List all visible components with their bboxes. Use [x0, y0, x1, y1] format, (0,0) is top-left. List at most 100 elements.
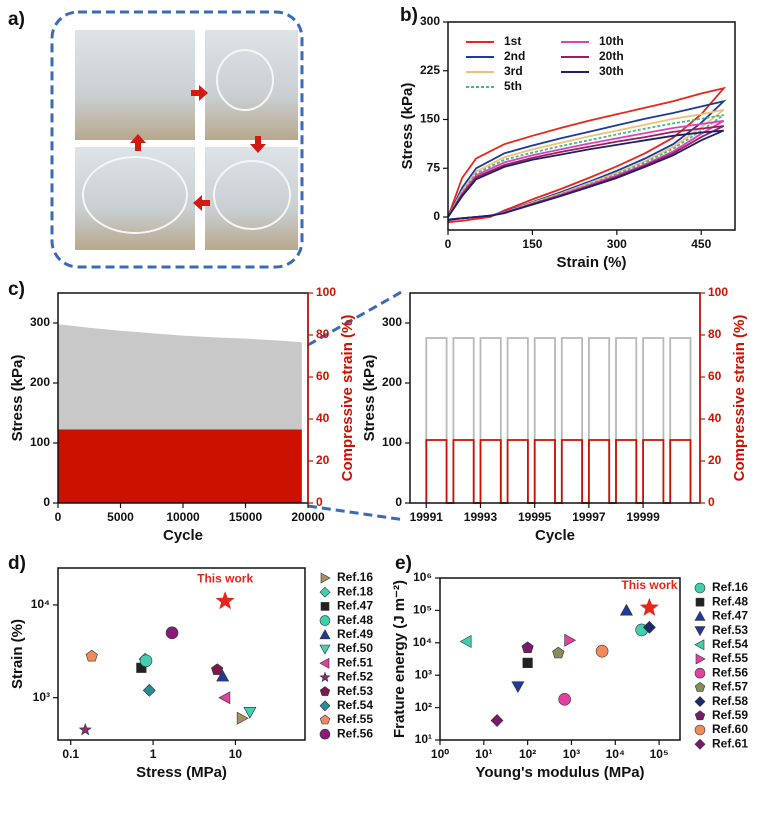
y2-tick-label: 100	[316, 285, 336, 299]
x-tick-label: 10³	[563, 747, 580, 761]
dashed-frame	[50, 10, 304, 269]
y-tick-label: 150	[420, 112, 440, 126]
legend-label: Ref.56	[712, 665, 748, 679]
x-tick-label: 1	[150, 747, 157, 761]
series-line	[447, 129, 725, 221]
legend-label: Ref.48	[712, 594, 748, 608]
y2-axis-title: Compressive strain (%)	[731, 315, 748, 482]
legend-marker	[319, 586, 331, 598]
point	[216, 669, 230, 682]
legend-label: 2nd	[504, 49, 525, 63]
y-tick-label: 225	[420, 63, 440, 77]
legend-marker	[320, 602, 330, 611]
legend-marker	[694, 667, 706, 679]
highlight-label: This work	[197, 571, 253, 585]
x-tick-label: 10000	[166, 510, 200, 524]
legend-label: Ref.61	[712, 736, 748, 750]
arrow	[191, 85, 208, 101]
point	[521, 641, 534, 653]
legend-label: Ref.59	[712, 708, 748, 722]
legend-marker	[695, 653, 706, 665]
x-tick-label: 450	[691, 237, 711, 251]
legend-label: 5th	[504, 79, 522, 93]
x-tick-label: 20000	[291, 510, 325, 524]
y2-tick-label: 40	[316, 411, 330, 425]
plot-frame	[447, 21, 736, 231]
legend-label: 30th	[599, 64, 624, 78]
y-tick-label: 10¹	[415, 732, 432, 746]
legend-label: Ref.58	[712, 694, 748, 708]
legend-label: Ref.55	[337, 712, 373, 726]
y-tick-label: 10⁴	[413, 635, 432, 649]
photo	[75, 30, 195, 140]
legend-label: Ref.47	[712, 609, 748, 623]
legend-label: Ref.18	[337, 584, 373, 598]
legend-marker	[694, 626, 706, 637]
legend-label: 1st	[504, 34, 521, 48]
y-tick-label: 10²	[415, 700, 432, 714]
y-tick-label: 0	[433, 209, 440, 223]
point	[236, 711, 249, 725]
photo	[205, 147, 298, 250]
point	[243, 706, 257, 719]
legend-marker	[319, 728, 331, 740]
point	[142, 683, 156, 697]
legend-marker	[319, 686, 331, 696]
y-tick-label: 10⁵	[413, 603, 432, 617]
y-tick-label: 300	[420, 14, 440, 28]
y-tick-label: 75	[427, 160, 441, 174]
balloon	[82, 156, 188, 234]
arrow	[250, 136, 266, 153]
y2-tick-label: 80	[708, 327, 722, 341]
legend-marker	[694, 724, 706, 736]
legend-marker	[694, 710, 706, 721]
point	[459, 634, 472, 648]
legend-label: Ref.52	[337, 670, 373, 684]
legend-label: Ref.53	[337, 684, 373, 698]
x-tick-label: 0	[55, 510, 62, 524]
x-tick-label: 19997	[572, 510, 606, 524]
series-line	[447, 99, 727, 222]
zoom-line	[307, 288, 406, 522]
photo	[75, 147, 195, 250]
legend-label: Ref.57	[712, 680, 748, 694]
legend-marker	[694, 582, 706, 594]
panel-label: e)	[395, 553, 412, 574]
point	[564, 633, 577, 647]
y2-axis-title: Compressive strain (%)	[339, 315, 356, 482]
y2-tick-label: 100	[708, 285, 728, 299]
point	[558, 693, 571, 706]
x-tick-label: 300	[607, 237, 627, 251]
zoom-connector	[307, 288, 406, 522]
legend-marker	[694, 682, 706, 692]
legend-marker	[694, 696, 706, 708]
y-tick-label: 0	[395, 495, 402, 509]
legend-label: 3rd	[504, 64, 523, 78]
panel-label: c)	[8, 279, 25, 300]
legend-label: Ref.16	[337, 570, 373, 584]
legend-marker	[694, 639, 705, 651]
point	[211, 663, 224, 675]
legend-marker	[319, 714, 331, 725]
y-tick-label: 300	[30, 315, 50, 329]
legend-marker	[694, 610, 706, 621]
legend-label: 20th	[599, 49, 624, 63]
legend-label: Ref.49	[337, 627, 373, 641]
x-tick-label: 15000	[229, 510, 263, 524]
y-tick-label: 300	[382, 315, 402, 329]
legend-label: Ref.55	[712, 651, 748, 665]
series-area	[58, 429, 302, 503]
legend-label: Ref.54	[712, 637, 748, 651]
point	[218, 691, 231, 705]
point	[78, 723, 92, 736]
legend-label: Ref.50	[337, 641, 373, 655]
x-tick-label: 19991	[410, 510, 444, 524]
y-tick-label: 100	[30, 435, 50, 449]
y-axis-title: Stress (kPa)	[361, 355, 378, 442]
x-tick-label: 0	[445, 237, 452, 251]
y-tick-label: 0	[43, 495, 50, 509]
point	[552, 646, 565, 659]
panel-label: d)	[8, 553, 26, 574]
plot-frame	[439, 577, 681, 741]
